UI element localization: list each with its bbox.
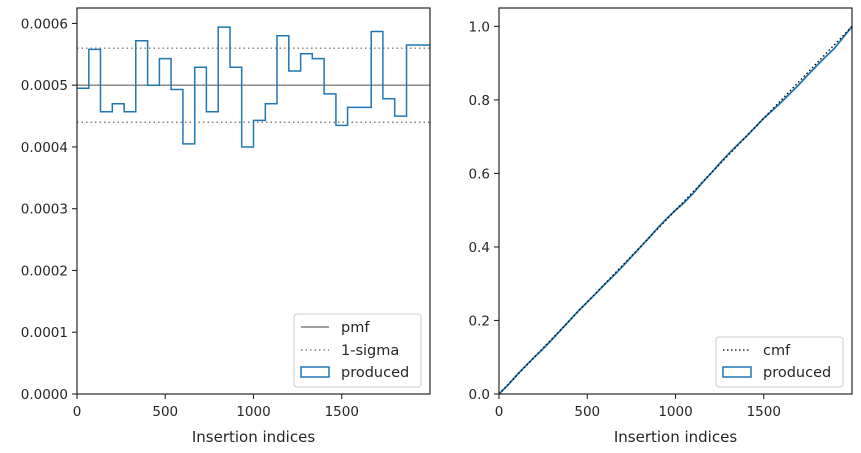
right-chart: 0.0 0.2 0.4 0.6 0.8 1.0 0 500 1000 1500 Insertio…	[469, 7, 853, 446]
right-x-axis-label: Insertion indices	[614, 428, 737, 446]
l-x-tick-label: 500	[152, 404, 178, 420]
r-x-tick-label: 1000	[658, 404, 692, 420]
left-produced-histogram-step	[77, 26, 430, 148]
right-legend-produced-label: produced	[763, 365, 831, 381]
left-x-ticks: 0 500 1000 1500	[73, 394, 359, 420]
l-y-tick-label: 0.0006	[21, 16, 68, 32]
right-legend: cmf produced	[715, 336, 844, 388]
l-y-tick-label: 0.0001	[21, 325, 68, 341]
right-cmf-line	[498, 25, 853, 395]
r-y-tick-label: 0.2	[469, 313, 490, 329]
right-legend-produced-swatch	[722, 366, 752, 378]
r-x-tick-label: 1500	[747, 404, 781, 420]
left-legend-produced-swatch	[300, 366, 330, 378]
l-y-tick-label: 0.0004	[21, 140, 68, 156]
r-x-tick-label: 500	[574, 404, 600, 420]
left-legend-box	[293, 313, 422, 388]
left-legend-pmf-label: pmf	[341, 320, 370, 336]
r-y-tick-label: 1.0	[469, 19, 490, 35]
left-chart: 0.0000 0.0001 0.0002 0.0003 0.0004 0.0005 0.00…	[21, 7, 431, 446]
l-x-tick-label: 0	[73, 404, 82, 420]
l-y-tick-label: 0.0000	[21, 387, 68, 403]
left-y-ticks: 0.0000 0.0001 0.0002 0.0003 0.0004 0.0005 0.00…	[21, 16, 77, 403]
left-legend-1-sigma-label: 1-sigma	[341, 343, 399, 359]
right-plot-area	[499, 8, 852, 394]
r-y-tick-label: 0.4	[469, 240, 490, 256]
r-y-tick-label: 0.6	[469, 166, 490, 182]
l-x-tick-label: 1000	[236, 404, 270, 420]
r-y-tick-label: 0.0	[469, 387, 490, 403]
l-y-tick-label: 0.0003	[21, 202, 68, 218]
right-legend-cmf-label: cmf	[763, 343, 791, 359]
l-y-tick-label: 0.0005	[21, 78, 68, 94]
r-x-tick-label: 0	[495, 404, 504, 420]
l-y-tick-label: 0.0002	[21, 263, 68, 279]
right-y-ticks: 0.0 0.2 0.4 0.6 0.8 1.0	[469, 19, 499, 403]
r-y-tick-label: 0.8	[469, 93, 490, 109]
left-x-axis-label: Insertion indices	[192, 428, 315, 446]
left-legend: pmf 1-sigma produced	[293, 313, 422, 388]
right-x-ticks: 0 500 1000 1500	[495, 394, 781, 420]
left-legend-produced-label: produced	[341, 365, 409, 381]
l-x-tick-label: 1500	[325, 404, 359, 420]
